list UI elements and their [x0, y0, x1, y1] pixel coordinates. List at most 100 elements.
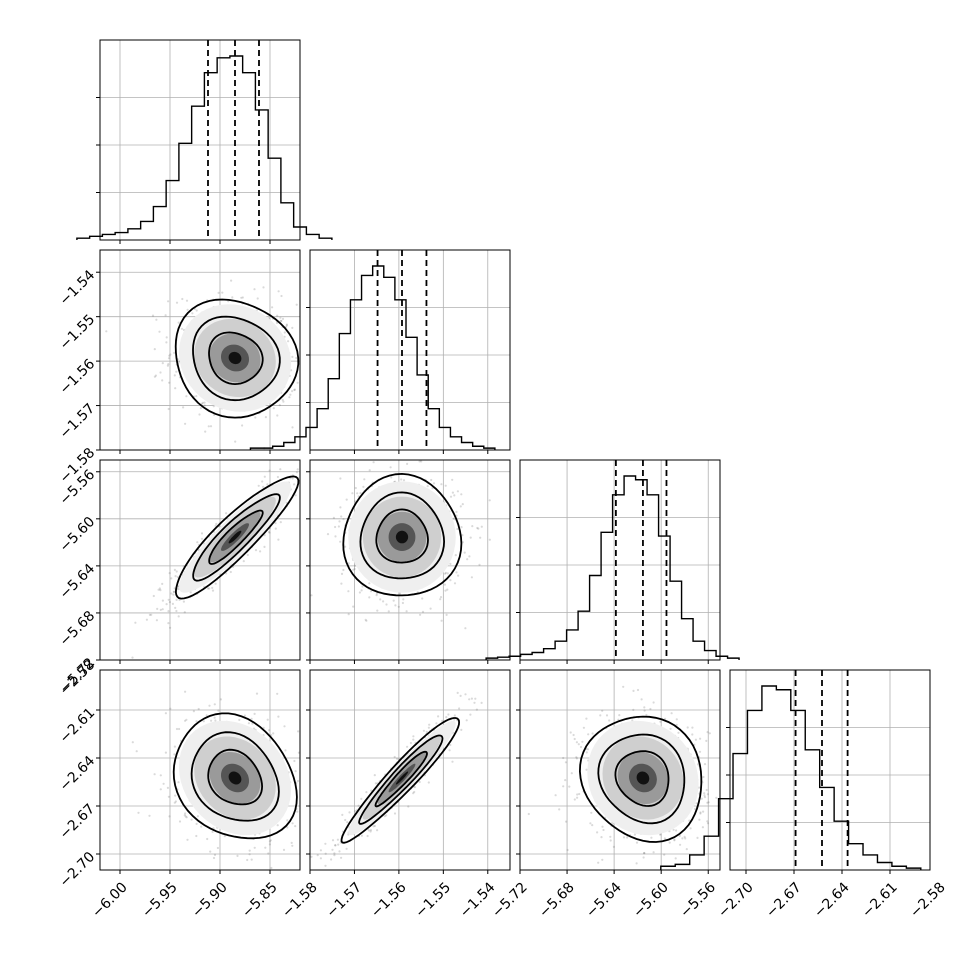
sample-point — [562, 785, 565, 788]
sample-point — [254, 549, 258, 552]
sample-point — [413, 790, 416, 794]
xtick-label-3-3: −2.61 — [859, 879, 901, 921]
sample-point — [173, 753, 176, 756]
sample-point — [359, 492, 362, 495]
sample-point — [286, 819, 289, 822]
contour-1-0-1 — [192, 315, 281, 402]
sample-point — [221, 291, 224, 294]
sample-point — [246, 858, 249, 862]
sample-point — [347, 562, 350, 565]
sample-point — [340, 582, 343, 585]
sample-point — [174, 800, 177, 803]
sample-point — [360, 797, 363, 801]
sample-point — [449, 562, 452, 566]
sample-point — [202, 720, 205, 723]
sample-point — [169, 707, 172, 710]
xtick-label-1-0: −1.58 — [279, 879, 321, 921]
sample-point — [413, 786, 417, 789]
contour-1-0-0 — [174, 298, 300, 419]
sample-point — [576, 793, 579, 796]
sample-point — [706, 731, 709, 734]
sample-point — [334, 525, 337, 529]
sample-point — [469, 536, 472, 539]
sample-point — [339, 540, 342, 543]
sample-point — [392, 599, 395, 602]
sample-point — [612, 845, 616, 849]
sample-point — [337, 843, 340, 846]
sample-point — [466, 558, 469, 561]
sample-point — [253, 712, 256, 716]
sample-point — [698, 818, 701, 821]
sample-point — [569, 731, 572, 734]
sample-point — [250, 858, 253, 861]
sample-point — [663, 853, 666, 856]
sample-point — [238, 718, 241, 722]
sample-point — [674, 857, 677, 860]
sample-point — [558, 808, 561, 811]
density-level-2-0-4 — [228, 530, 242, 544]
sample-point — [203, 401, 206, 404]
sample-point — [310, 855, 313, 858]
sample-point — [418, 460, 421, 463]
sample-point — [231, 296, 234, 299]
sample-point — [278, 404, 281, 407]
sample-point — [689, 827, 692, 830]
sample-point — [284, 749, 287, 752]
sample-point — [234, 440, 237, 443]
sample-point — [679, 843, 682, 846]
sample-point — [241, 296, 244, 299]
sample-point — [353, 567, 356, 571]
sample-point — [285, 323, 288, 326]
sample-point — [700, 797, 703, 800]
sample-point — [155, 619, 158, 622]
sample-point — [463, 551, 466, 554]
sample-point — [707, 801, 710, 804]
sample-point — [184, 812, 187, 815]
sample-point — [458, 707, 461, 710]
sample-point — [215, 522, 218, 526]
sample-point — [703, 796, 707, 799]
sample-point — [412, 792, 415, 795]
sample-point — [565, 820, 568, 823]
sample-point — [167, 357, 171, 360]
sample-point — [167, 363, 170, 366]
sample-point — [172, 590, 175, 593]
sample-point — [351, 492, 354, 495]
sample-point — [585, 768, 588, 771]
sample-point — [175, 570, 178, 573]
sample-point — [182, 406, 185, 409]
subplot-frame-0-0 — [99, 39, 301, 241]
sample-point — [430, 478, 433, 482]
sample-point — [706, 793, 710, 796]
sample-point — [696, 763, 700, 766]
sample-point — [184, 815, 187, 818]
sample-point — [693, 807, 697, 811]
sample-point — [211, 830, 214, 834]
ytick-label-1-1: −1.57 — [57, 401, 99, 443]
sample-point — [402, 598, 405, 601]
sample-point — [686, 726, 689, 729]
sample-point — [210, 719, 213, 722]
sample-point — [253, 288, 256, 291]
sample-point — [225, 572, 228, 575]
sample-point — [441, 719, 444, 723]
sample-point — [573, 737, 576, 741]
sample-point — [200, 537, 204, 540]
xtick-label-0-1: −5.95 — [139, 879, 181, 921]
sample-point — [347, 613, 350, 616]
sample-point — [340, 856, 343, 859]
sample-point — [650, 836, 653, 839]
sample-point — [427, 781, 430, 784]
sample-point — [440, 619, 443, 622]
sample-point — [291, 844, 294, 847]
sample-point — [706, 820, 709, 823]
sample-point — [478, 563, 481, 566]
sample-point — [270, 866, 273, 870]
sample-point — [564, 779, 567, 782]
sample-point — [409, 741, 412, 745]
sample-point — [177, 781, 180, 784]
sample-point — [295, 303, 298, 306]
sample-point — [645, 713, 648, 717]
sample-point — [446, 572, 449, 575]
sample-point — [488, 538, 491, 541]
